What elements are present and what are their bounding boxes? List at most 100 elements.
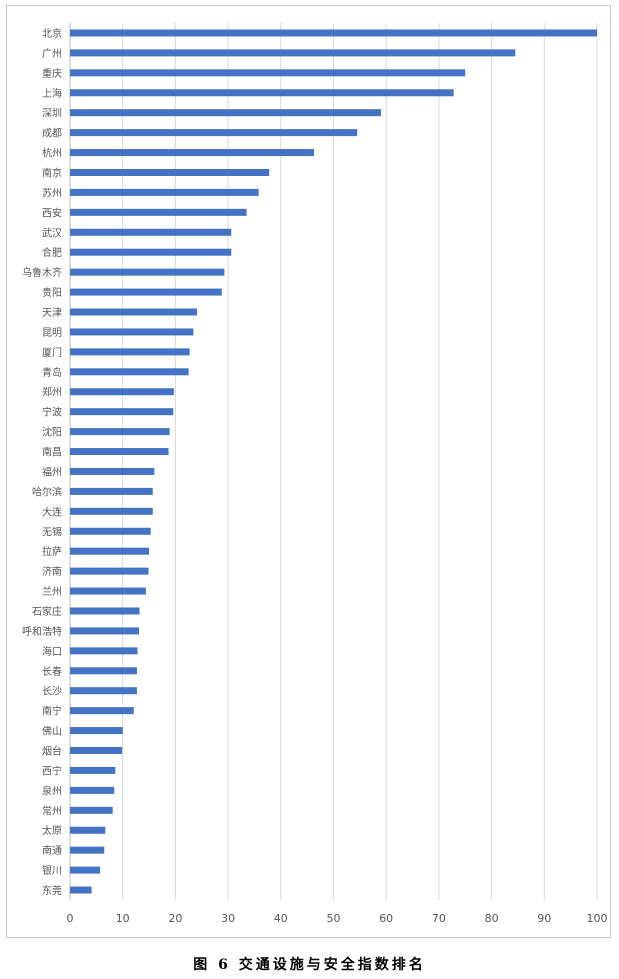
category-label: 烟台	[42, 745, 62, 758]
bar	[70, 627, 140, 635]
bar	[70, 29, 597, 37]
bar	[70, 308, 198, 316]
bar-chart: 北京广州重庆上海深圳成都杭州南京苏州西安武汉合肥乌鲁木齐贵阳天津昆明厦门青岛郑州…	[22, 23, 608, 925]
bar	[70, 428, 170, 436]
category-label: 石家庄	[32, 605, 62, 618]
category-label: 东莞	[42, 884, 62, 897]
bar	[70, 388, 174, 396]
bar	[70, 567, 149, 575]
category-label: 深圳	[42, 108, 62, 120]
x-tick-label: 30	[221, 912, 235, 925]
bar	[70, 348, 190, 356]
bar	[70, 467, 155, 475]
bar	[70, 707, 134, 715]
bar	[70, 268, 225, 276]
category-label: 泉州	[42, 784, 62, 797]
bar	[70, 448, 169, 456]
bar	[70, 747, 123, 755]
x-tick-label: 0	[67, 912, 74, 925]
bar	[70, 826, 106, 834]
bar	[70, 587, 146, 595]
category-label: 太原	[42, 824, 62, 837]
x-tick-label: 80	[485, 912, 499, 925]
figure-caption: 图 6 交通设施与安全指数排名	[193, 957, 426, 973]
category-label: 昆明	[42, 327, 62, 339]
x-tick-label: 90	[537, 912, 551, 925]
bar	[70, 408, 174, 416]
bar	[70, 129, 358, 137]
bar	[70, 667, 137, 675]
bar	[70, 188, 259, 196]
category-label: 西安	[42, 206, 62, 219]
category-label: 福州	[42, 465, 62, 478]
category-label: 青岛	[42, 366, 62, 379]
bar	[70, 806, 113, 814]
bar	[70, 547, 150, 555]
category-label: 北京	[42, 27, 62, 40]
category-label: 呼和浩特	[22, 626, 62, 638]
category-label: 武汉	[42, 226, 62, 239]
bar	[70, 228, 232, 236]
category-label: 郑州	[42, 386, 62, 399]
category-label: 厦门	[42, 346, 62, 359]
category-label: 南宁	[42, 705, 62, 718]
category-label: 长春	[42, 666, 62, 678]
bar	[70, 328, 194, 336]
bar	[70, 288, 222, 296]
category-label: 重庆	[42, 67, 62, 80]
x-tick-label: 10	[116, 912, 130, 925]
bar	[70, 69, 466, 77]
x-tick-label: 20	[168, 912, 182, 925]
bar	[70, 208, 247, 216]
category-label: 南京	[42, 166, 62, 179]
category-label: 成都	[42, 128, 62, 140]
x-tick-label: 100	[587, 912, 608, 925]
category-label: 宁波	[42, 406, 62, 419]
x-tick-label: 40	[274, 912, 288, 925]
bars	[70, 29, 597, 894]
category-label: 天津	[42, 307, 62, 319]
bar	[70, 647, 138, 655]
x-axis-tick-labels: 0 10 20 30 40 50 60 70 80 90 100	[67, 912, 608, 925]
category-label: 上海	[42, 87, 62, 100]
bar	[70, 49, 516, 57]
category-label: 无锡	[42, 525, 62, 538]
bar	[70, 866, 101, 874]
x-tick-label: 70	[432, 912, 446, 925]
category-label: 贵阳	[42, 286, 62, 299]
bar	[70, 727, 123, 735]
bar	[70, 687, 137, 695]
category-label: 长沙	[42, 686, 62, 698]
bar	[70, 149, 315, 157]
bar	[70, 886, 92, 894]
category-label: 济南	[42, 565, 62, 578]
bar	[70, 248, 232, 256]
category-label: 佛山	[42, 725, 62, 738]
bar	[70, 89, 454, 97]
category-label: 广州	[42, 48, 62, 60]
category-label: 大连	[42, 505, 62, 518]
bar	[70, 168, 270, 176]
category-label: 兰州	[42, 585, 62, 598]
category-label: 合肥	[42, 246, 62, 259]
category-label: 南昌	[42, 446, 62, 459]
bar	[70, 527, 151, 535]
bar	[70, 786, 115, 794]
bar	[70, 766, 116, 774]
category-label: 哈尔滨	[32, 485, 62, 498]
x-tick-label: 50	[327, 912, 341, 925]
category-label: 常州	[42, 804, 62, 817]
category-label: 拉萨	[42, 545, 62, 558]
category-label: 苏州	[42, 186, 62, 199]
category-label: 沈阳	[42, 426, 62, 439]
bar	[70, 487, 153, 495]
x-tick-label: 60	[379, 912, 393, 925]
category-label: 南通	[42, 844, 62, 857]
bar	[70, 846, 105, 854]
bar	[70, 607, 140, 615]
bar	[70, 507, 153, 515]
category-label: 杭州	[42, 147, 62, 160]
bar	[70, 109, 381, 117]
bar	[70, 368, 189, 376]
category-label: 乌鲁木齐	[22, 266, 62, 279]
